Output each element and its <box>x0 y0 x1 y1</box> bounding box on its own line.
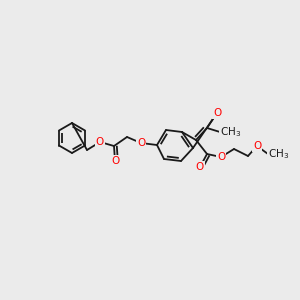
Text: O: O <box>96 137 104 147</box>
Text: O: O <box>111 156 119 166</box>
Text: O: O <box>137 138 145 148</box>
Text: CH$_3$: CH$_3$ <box>268 147 289 161</box>
Text: O: O <box>217 152 225 162</box>
Text: O: O <box>253 141 261 151</box>
Text: O: O <box>196 162 204 172</box>
Text: CH$_3$: CH$_3$ <box>220 125 241 139</box>
Text: O: O <box>213 108 221 118</box>
